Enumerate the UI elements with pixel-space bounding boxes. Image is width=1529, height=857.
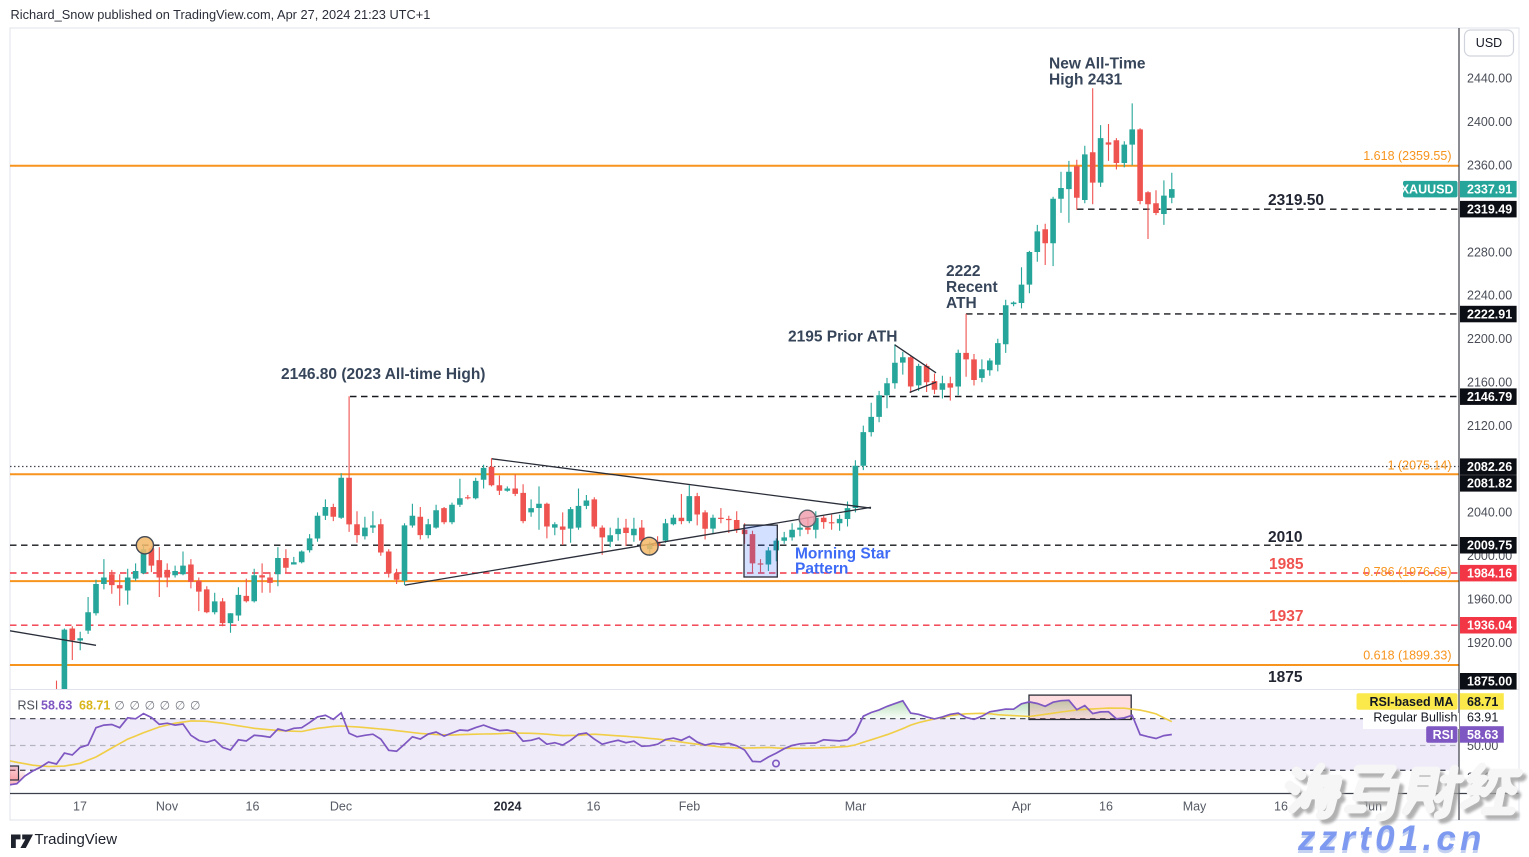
svg-text:16: 16 bbox=[587, 800, 601, 814]
svg-text:2319.50: 2319.50 bbox=[1268, 192, 1324, 209]
svg-text:2360.00: 2360.00 bbox=[1467, 159, 1512, 173]
svg-text:2240.00: 2240.00 bbox=[1467, 289, 1512, 303]
svg-text:1 (2075.14): 1 (2075.14) bbox=[1388, 458, 1452, 472]
svg-text:2440.00: 2440.00 bbox=[1467, 72, 1512, 86]
svg-text:zzrt01.cn: zzrt01.cn bbox=[1297, 819, 1486, 857]
svg-text:68.71: 68.71 bbox=[79, 699, 110, 713]
svg-text:2082.26: 2082.26 bbox=[1467, 460, 1512, 474]
svg-text:17: 17 bbox=[73, 800, 87, 814]
svg-text:0.786 (1976.65): 0.786 (1976.65) bbox=[1363, 565, 1451, 579]
svg-text:Feb: Feb bbox=[679, 800, 701, 814]
svg-text:May: May bbox=[1183, 800, 1207, 814]
svg-text:High 2431: High 2431 bbox=[1049, 72, 1123, 89]
svg-text:1875: 1875 bbox=[1268, 669, 1303, 686]
svg-text:∅: ∅ bbox=[114, 699, 124, 713]
svg-text:Morning Star: Morning Star bbox=[795, 546, 891, 563]
svg-text:ATH: ATH bbox=[946, 295, 977, 312]
svg-text:2009.75: 2009.75 bbox=[1467, 539, 1512, 553]
svg-text:1.618 (2359.55): 1.618 (2359.55) bbox=[1363, 149, 1451, 163]
svg-text:2010: 2010 bbox=[1268, 529, 1302, 546]
svg-text:Richard_Snow published on Trad: Richard_Snow published on TradingView.co… bbox=[11, 7, 431, 22]
svg-text:1960.00: 1960.00 bbox=[1467, 593, 1512, 607]
svg-text:RSI: RSI bbox=[18, 699, 39, 713]
svg-text:2337.91: 2337.91 bbox=[1467, 183, 1512, 197]
svg-text:2400.00: 2400.00 bbox=[1467, 115, 1512, 129]
svg-text:2222: 2222 bbox=[946, 263, 980, 280]
svg-text:∅: ∅ bbox=[129, 699, 139, 713]
svg-text:∅: ∅ bbox=[190, 699, 200, 713]
svg-text:Nov: Nov bbox=[156, 800, 179, 814]
svg-text:zzrt01.cn: zzrt01.cn bbox=[1297, 822, 1486, 857]
svg-text:RSI-based MA: RSI-based MA bbox=[1369, 695, 1453, 709]
svg-text:Regular Bullish: Regular Bullish bbox=[1373, 710, 1457, 724]
svg-text:2024: 2024 bbox=[494, 800, 522, 814]
svg-text:1875.00: 1875.00 bbox=[1467, 675, 1512, 689]
svg-text:2160.00: 2160.00 bbox=[1467, 376, 1512, 390]
svg-text:Apr: Apr bbox=[1012, 800, 1031, 814]
svg-text:New All-Time: New All-Time bbox=[1049, 56, 1146, 73]
svg-text:1920.00: 1920.00 bbox=[1467, 636, 1512, 650]
svg-text:∅: ∅ bbox=[175, 699, 185, 713]
svg-text:2319.49: 2319.49 bbox=[1467, 203, 1512, 217]
svg-text:2280.00: 2280.00 bbox=[1467, 245, 1512, 259]
svg-text:Dec: Dec bbox=[330, 800, 352, 814]
svg-text:63.91: 63.91 bbox=[1467, 710, 1498, 724]
svg-text:16: 16 bbox=[1274, 800, 1288, 814]
svg-text:Pattern: Pattern bbox=[795, 561, 848, 578]
svg-text:68.71: 68.71 bbox=[1467, 695, 1498, 709]
svg-text:1937: 1937 bbox=[1269, 608, 1303, 625]
svg-text:2146.80 (2023 All-time High): 2146.80 (2023 All-time High) bbox=[281, 366, 485, 383]
svg-text:∅: ∅ bbox=[160, 699, 170, 713]
svg-text:2040.00: 2040.00 bbox=[1467, 506, 1512, 520]
svg-text:2222.91: 2222.91 bbox=[1467, 307, 1512, 321]
svg-text:Recent: Recent bbox=[946, 279, 998, 296]
svg-text:1936.04: 1936.04 bbox=[1467, 619, 1512, 633]
svg-text:1985: 1985 bbox=[1269, 556, 1304, 573]
svg-text:2200.00: 2200.00 bbox=[1467, 332, 1512, 346]
svg-text:2195 Prior ATH: 2195 Prior ATH bbox=[788, 329, 897, 346]
svg-text:58.63: 58.63 bbox=[41, 699, 72, 713]
svg-text:XAUUSD: XAUUSD bbox=[1401, 183, 1454, 197]
svg-text:2081.82: 2081.82 bbox=[1467, 477, 1512, 491]
svg-text:58.63: 58.63 bbox=[1467, 728, 1498, 742]
svg-text:∅: ∅ bbox=[145, 699, 155, 713]
svg-text:2120.00: 2120.00 bbox=[1467, 419, 1512, 433]
svg-text:RSI: RSI bbox=[1433, 728, 1454, 742]
svg-text:16: 16 bbox=[1099, 800, 1113, 814]
svg-text:USD: USD bbox=[1476, 36, 1502, 50]
svg-text:Mar: Mar bbox=[845, 800, 867, 814]
svg-text:0.618 (1899.33): 0.618 (1899.33) bbox=[1363, 648, 1451, 662]
svg-text:16: 16 bbox=[246, 800, 260, 814]
svg-text:2146.79: 2146.79 bbox=[1467, 390, 1512, 404]
svg-text:1984.16: 1984.16 bbox=[1467, 566, 1512, 580]
svg-text:TradingView: TradingView bbox=[35, 831, 118, 848]
